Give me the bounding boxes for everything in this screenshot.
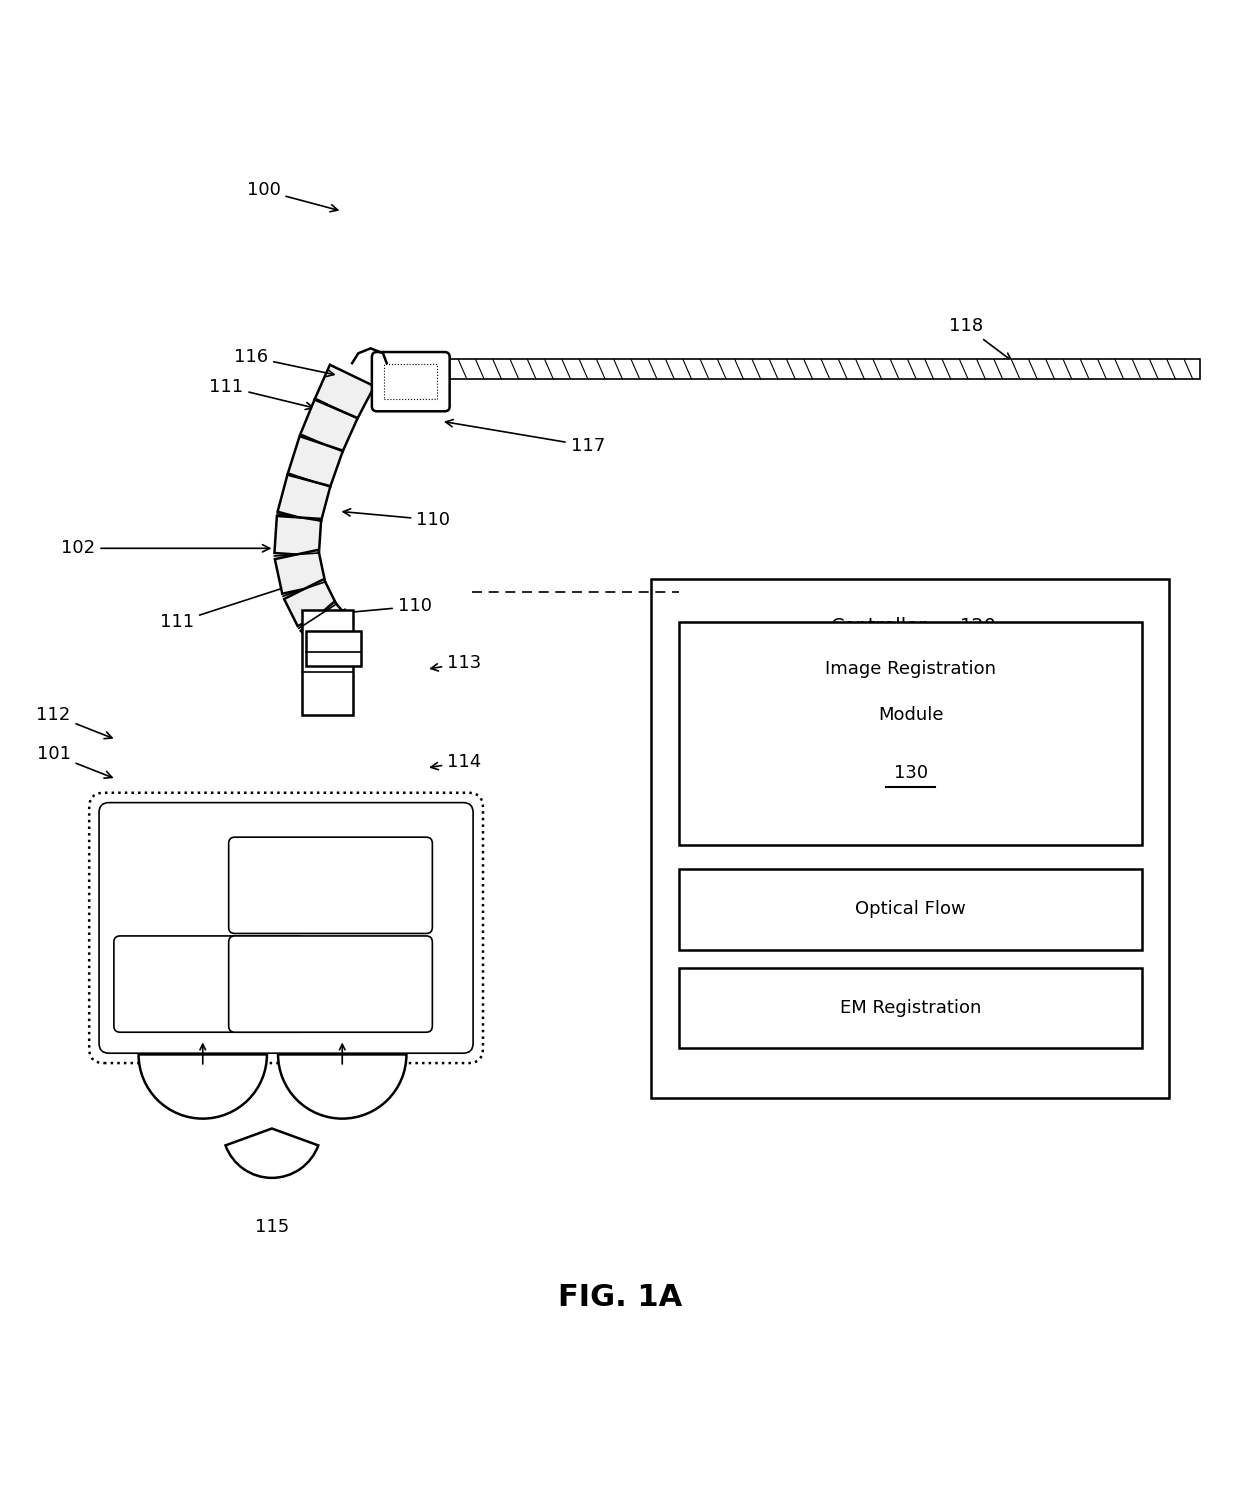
Text: 110: 110: [339, 597, 432, 617]
Polygon shape: [274, 516, 321, 556]
Text: 118: 118: [949, 317, 1012, 361]
Wedge shape: [139, 1054, 267, 1119]
Text: 130: 130: [894, 764, 928, 782]
Bar: [306, 632, 361, 666]
Bar: [651, 579, 1169, 1098]
Bar: [384, 364, 438, 399]
Text: 120: 120: [960, 617, 997, 636]
FancyBboxPatch shape: [228, 838, 433, 934]
Text: 101: 101: [37, 746, 112, 778]
Text: Image Registration: Image Registration: [825, 660, 996, 678]
FancyBboxPatch shape: [228, 935, 433, 1032]
Bar: [680, 623, 1142, 845]
FancyBboxPatch shape: [99, 803, 474, 1053]
Text: 111: 111: [160, 584, 295, 632]
Text: Module: Module: [878, 705, 944, 723]
Polygon shape: [300, 400, 357, 453]
Text: EM Registration: EM Registration: [839, 999, 981, 1017]
Polygon shape: [275, 550, 326, 594]
FancyBboxPatch shape: [372, 352, 450, 411]
FancyBboxPatch shape: [114, 935, 305, 1032]
Text: 117: 117: [445, 420, 605, 454]
Bar: [429, 359, 1200, 379]
Text: 113: 113: [430, 654, 481, 672]
Text: 116: 116: [234, 347, 334, 376]
Text: 111: 111: [210, 378, 312, 409]
Text: 114: 114: [430, 754, 481, 772]
Text: 102: 102: [61, 540, 270, 558]
Text: 112: 112: [36, 705, 112, 738]
Polygon shape: [284, 579, 337, 626]
Text: 115: 115: [254, 1218, 289, 1236]
Text: FIG. 1A: FIG. 1A: [558, 1283, 682, 1311]
Text: Controller: Controller: [831, 617, 928, 636]
Bar: [680, 969, 1142, 1048]
Bar: [301, 611, 353, 714]
Polygon shape: [288, 436, 343, 487]
Polygon shape: [315, 365, 374, 420]
Bar: [680, 869, 1142, 949]
Polygon shape: [278, 475, 330, 523]
Bar: [424, 356, 446, 382]
Text: 100: 100: [247, 182, 337, 212]
Text: 110: 110: [343, 508, 450, 529]
Text: Optical Flow: Optical Flow: [856, 901, 966, 919]
Polygon shape: [301, 602, 351, 650]
Wedge shape: [226, 1128, 319, 1178]
Wedge shape: [278, 1054, 407, 1119]
FancyBboxPatch shape: [89, 793, 482, 1063]
